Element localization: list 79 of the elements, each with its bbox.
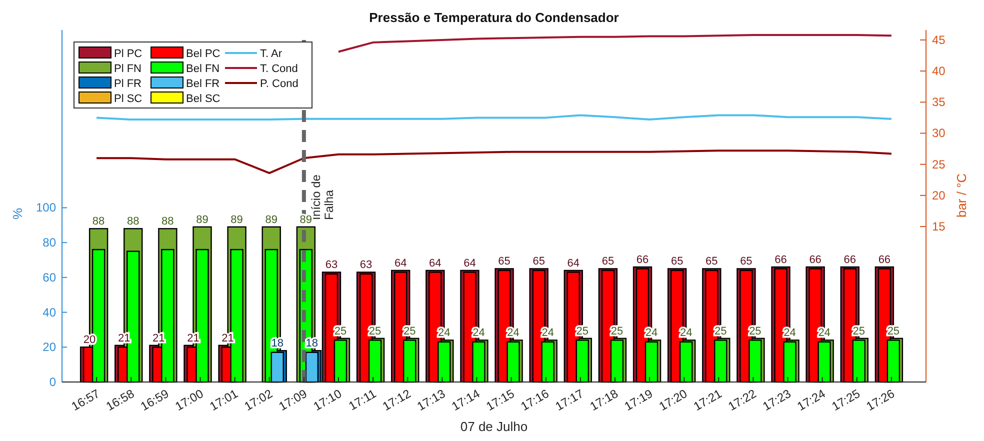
data-label: 66: [844, 254, 856, 266]
line-series: [337, 34, 892, 53]
y2-tick-label: 30: [932, 126, 946, 140]
data-label: 65: [670, 256, 684, 268]
data-label: 24: [507, 327, 520, 340]
legend-label: Bel FN: [186, 63, 220, 75]
data-label: 25: [852, 325, 866, 338]
data-label: 18: [271, 338, 284, 350]
y-tick-label: 60: [42, 270, 56, 284]
data-label: 25: [403, 325, 416, 338]
legend-label: Pl FN: [114, 63, 142, 75]
data-label: 65: [498, 256, 510, 268]
data-label: 64: [429, 257, 442, 270]
data-label: 88: [92, 216, 105, 228]
data-label: 20: [83, 334, 96, 346]
y2-axis-title: bar / °C: [954, 173, 969, 218]
y-tick-label: 20: [42, 340, 56, 354]
y-tick-label: 0: [49, 375, 56, 389]
legend-label: Pl PC: [114, 48, 142, 60]
legend-label: T. Ar: [260, 48, 282, 60]
legend-label: Bel FR: [186, 78, 220, 90]
data-label: 25: [368, 325, 382, 338]
data-label: 66: [636, 254, 649, 266]
data-label: 25: [749, 325, 762, 338]
data-label: 88: [162, 216, 174, 228]
data-label: 25: [610, 325, 624, 338]
line-series: [96, 150, 892, 174]
data-label: 24: [542, 327, 554, 340]
data-label: 63: [325, 259, 338, 272]
data-label: 24: [784, 327, 796, 340]
data-label: 24: [818, 327, 830, 340]
y-tick-label: 100: [36, 200, 56, 215]
x-tick-label: 17:11: [346, 386, 379, 414]
data-label: 25: [576, 325, 589, 338]
legend-label: Pl SC: [114, 93, 142, 105]
y2-tick-label: 15: [932, 220, 946, 234]
data-label: 25: [334, 325, 347, 338]
data-label: 21: [187, 332, 200, 344]
data-label: 25: [714, 325, 727, 338]
data-label: 89: [196, 214, 208, 226]
y2-tick-label: 20: [932, 188, 946, 202]
data-label: 89: [230, 214, 243, 226]
data-label: 63: [360, 259, 372, 272]
data-label: 89: [300, 214, 312, 226]
y-tick-label: 40: [42, 305, 56, 320]
data-label: 21: [118, 332, 130, 344]
x-axis-title: 07 de Julho: [460, 419, 528, 434]
data-label: 88: [126, 216, 140, 228]
data-label: 66: [809, 254, 822, 266]
legend-label: P. Cond: [260, 78, 298, 90]
y-axis-title: %: [10, 208, 25, 220]
legend-label: Bel PC: [186, 48, 220, 60]
y2-tick-label: 40: [932, 64, 946, 78]
legend-label: Bel SC: [186, 93, 220, 105]
data-label: 89: [265, 214, 278, 226]
data-label: 21: [222, 332, 234, 344]
y-tick-label: 80: [42, 236, 56, 250]
data-label: 25: [887, 325, 900, 338]
data-label: 65: [532, 256, 545, 268]
data-label: 64: [567, 257, 580, 270]
data-label: 24: [645, 327, 658, 340]
y2-tick-label: 25: [932, 157, 946, 172]
data-label: 24: [438, 327, 450, 340]
data-label: 64: [394, 257, 407, 270]
data-label: 64: [464, 257, 476, 270]
legend-label: T. Cond: [260, 63, 298, 75]
data-label: 66: [878, 254, 891, 266]
legend-label: Pl FR: [114, 78, 142, 90]
data-label: 18: [306, 338, 318, 350]
data-label: 24: [472, 327, 485, 340]
chart-title: Pressão e Temperatura do Condensador: [369, 10, 619, 25]
y2-tick-label: 35: [932, 95, 946, 110]
data-label: 65: [740, 256, 752, 268]
data-label: 24: [680, 327, 692, 340]
data-label: 21: [152, 332, 165, 344]
data-label: 65: [706, 256, 718, 268]
y2-tick-label: 45: [932, 32, 946, 47]
data-label: 65: [602, 256, 614, 268]
data-label: 66: [774, 254, 787, 266]
